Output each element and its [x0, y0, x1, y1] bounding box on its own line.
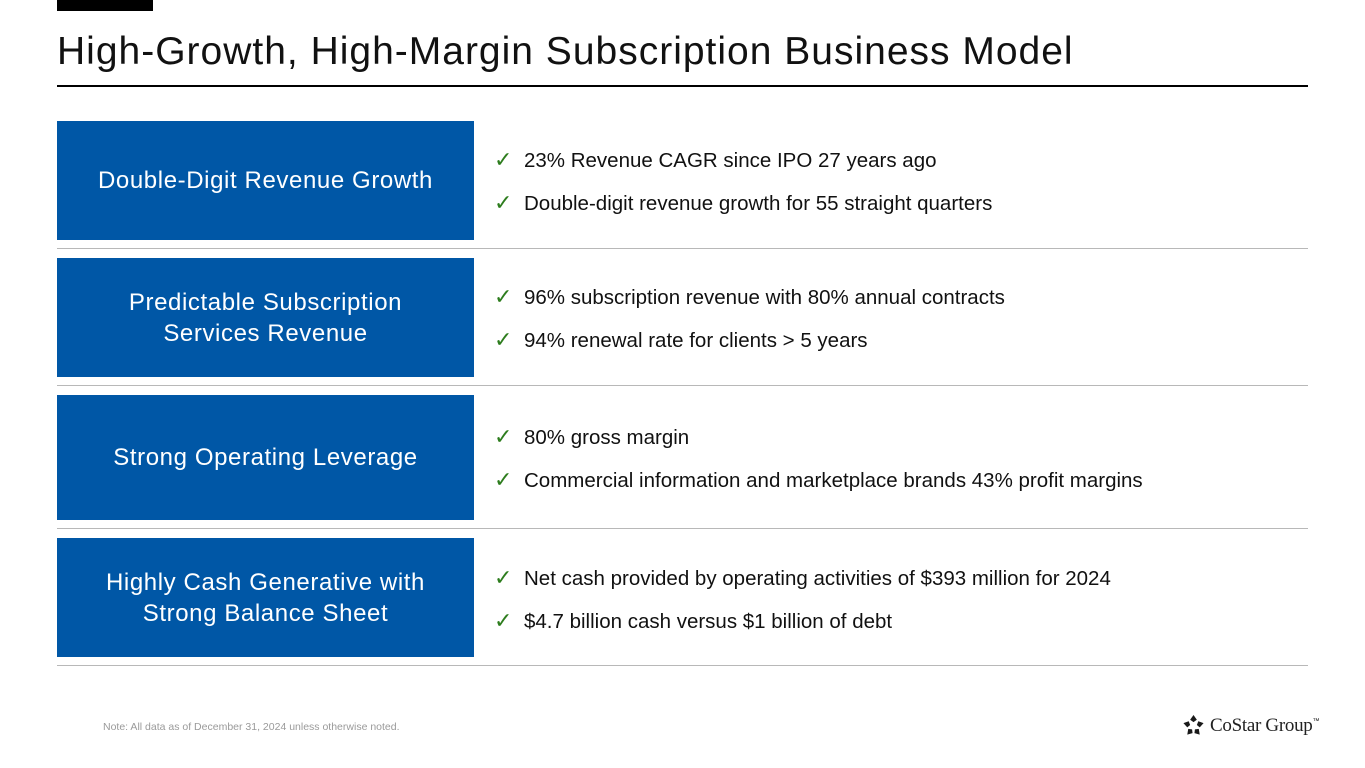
bullet-text: 96% subscription revenue with 80% annual…	[524, 285, 1005, 309]
company-logo: CoStar Group ™	[1182, 714, 1319, 737]
bullet-text: Double-digit revenue growth for 55 strai…	[524, 191, 993, 215]
bullet-text: $4.7 billion cash versus $1 billion of d…	[524, 609, 893, 633]
bullet-list: ✓ 96% subscription revenue with 80% annua…	[494, 276, 1005, 362]
checkmark-icon: ✓	[494, 468, 513, 493]
box-label-line: Predictable Subscription	[128, 288, 403, 316]
checkmark-icon: ✓	[494, 425, 513, 450]
checkmark-icon: ✓	[494, 191, 513, 216]
footnote: Note: All data as of December 31, 2024 u…	[103, 721, 400, 733]
box-label: Highly Cash Generative with Strong Balanc…	[106, 567, 425, 629]
box-revenue-growth: Double-Digit Revenue Growth	[57, 121, 474, 240]
list-item: ✓ 80% gross margin	[494, 416, 1143, 459]
box-label-line: Strong Balance Sheet	[142, 599, 389, 627]
row-separator	[57, 248, 1308, 249]
costar-logo-icon	[1183, 714, 1204, 735]
box-subscription-revenue: Predictable Subscription Services Revenue	[57, 258, 474, 377]
top-accent-bar	[57, 0, 153, 11]
bullet-list: ✓ 23% Revenue CAGR since IPO 27 years ago…	[494, 139, 992, 225]
box-label-line: Highly Cash Generative with	[105, 568, 425, 596]
list-item: ✓ $4.7 billion cash versus $1 billion of …	[494, 600, 1111, 643]
bullet-list: ✓ 80% gross margin ✓ Commercial informatio…	[494, 416, 1143, 502]
row-separator	[57, 528, 1308, 529]
checkmark-icon: ✓	[494, 609, 513, 634]
checkmark-icon: ✓	[494, 285, 513, 310]
box-operating-leverage: Strong Operating Leverage	[57, 395, 474, 520]
title-rule	[57, 85, 1308, 87]
box-label: Strong Operating Leverage	[113, 444, 418, 471]
bullet-text: Commercial information and marketplace b…	[524, 468, 1143, 492]
box-label-line: Services Revenue	[163, 319, 368, 347]
logo-text: CoStar Group	[1210, 714, 1313, 736]
bullet-text: 94% renewal rate for clients > 5 years	[524, 328, 868, 352]
logo-trademark: ™	[1312, 718, 1320, 725]
list-item: ✓ Double-digit revenue growth for 55 stra…	[494, 182, 992, 225]
page-title: High-Growth, High-Margin Subscription Bu…	[57, 30, 1074, 73]
row-separator	[57, 665, 1308, 666]
checkmark-icon: ✓	[494, 328, 513, 353]
checkmark-icon: ✓	[494, 148, 513, 173]
bullet-text: 80% gross margin	[524, 425, 690, 449]
list-item: ✓ 96% subscription revenue with 80% annua…	[494, 276, 1005, 319]
bullet-list: ✓ Net cash provided by operating activiti…	[494, 557, 1111, 643]
list-item: ✓ 23% Revenue CAGR since IPO 27 years ago	[494, 139, 992, 182]
box-label: Double-Digit Revenue Growth	[97, 167, 434, 194]
list-item: ✓ 94% renewal rate for clients > 5 years	[494, 319, 1005, 362]
bullet-text: Net cash provided by operating activitie…	[524, 566, 1111, 590]
list-item: ✓ Net cash provided by operating activiti…	[494, 557, 1111, 600]
row-separator	[57, 385, 1308, 386]
bullet-text: 23% Revenue CAGR since IPO 27 years ago	[524, 148, 937, 172]
list-item: ✓ Commercial information and marketplace …	[494, 459, 1143, 502]
checkmark-icon: ✓	[494, 566, 513, 591]
box-label: Predictable Subscription Services Revenue	[129, 287, 402, 349]
box-cash-generative: Highly Cash Generative with Strong Balanc…	[57, 538, 474, 657]
